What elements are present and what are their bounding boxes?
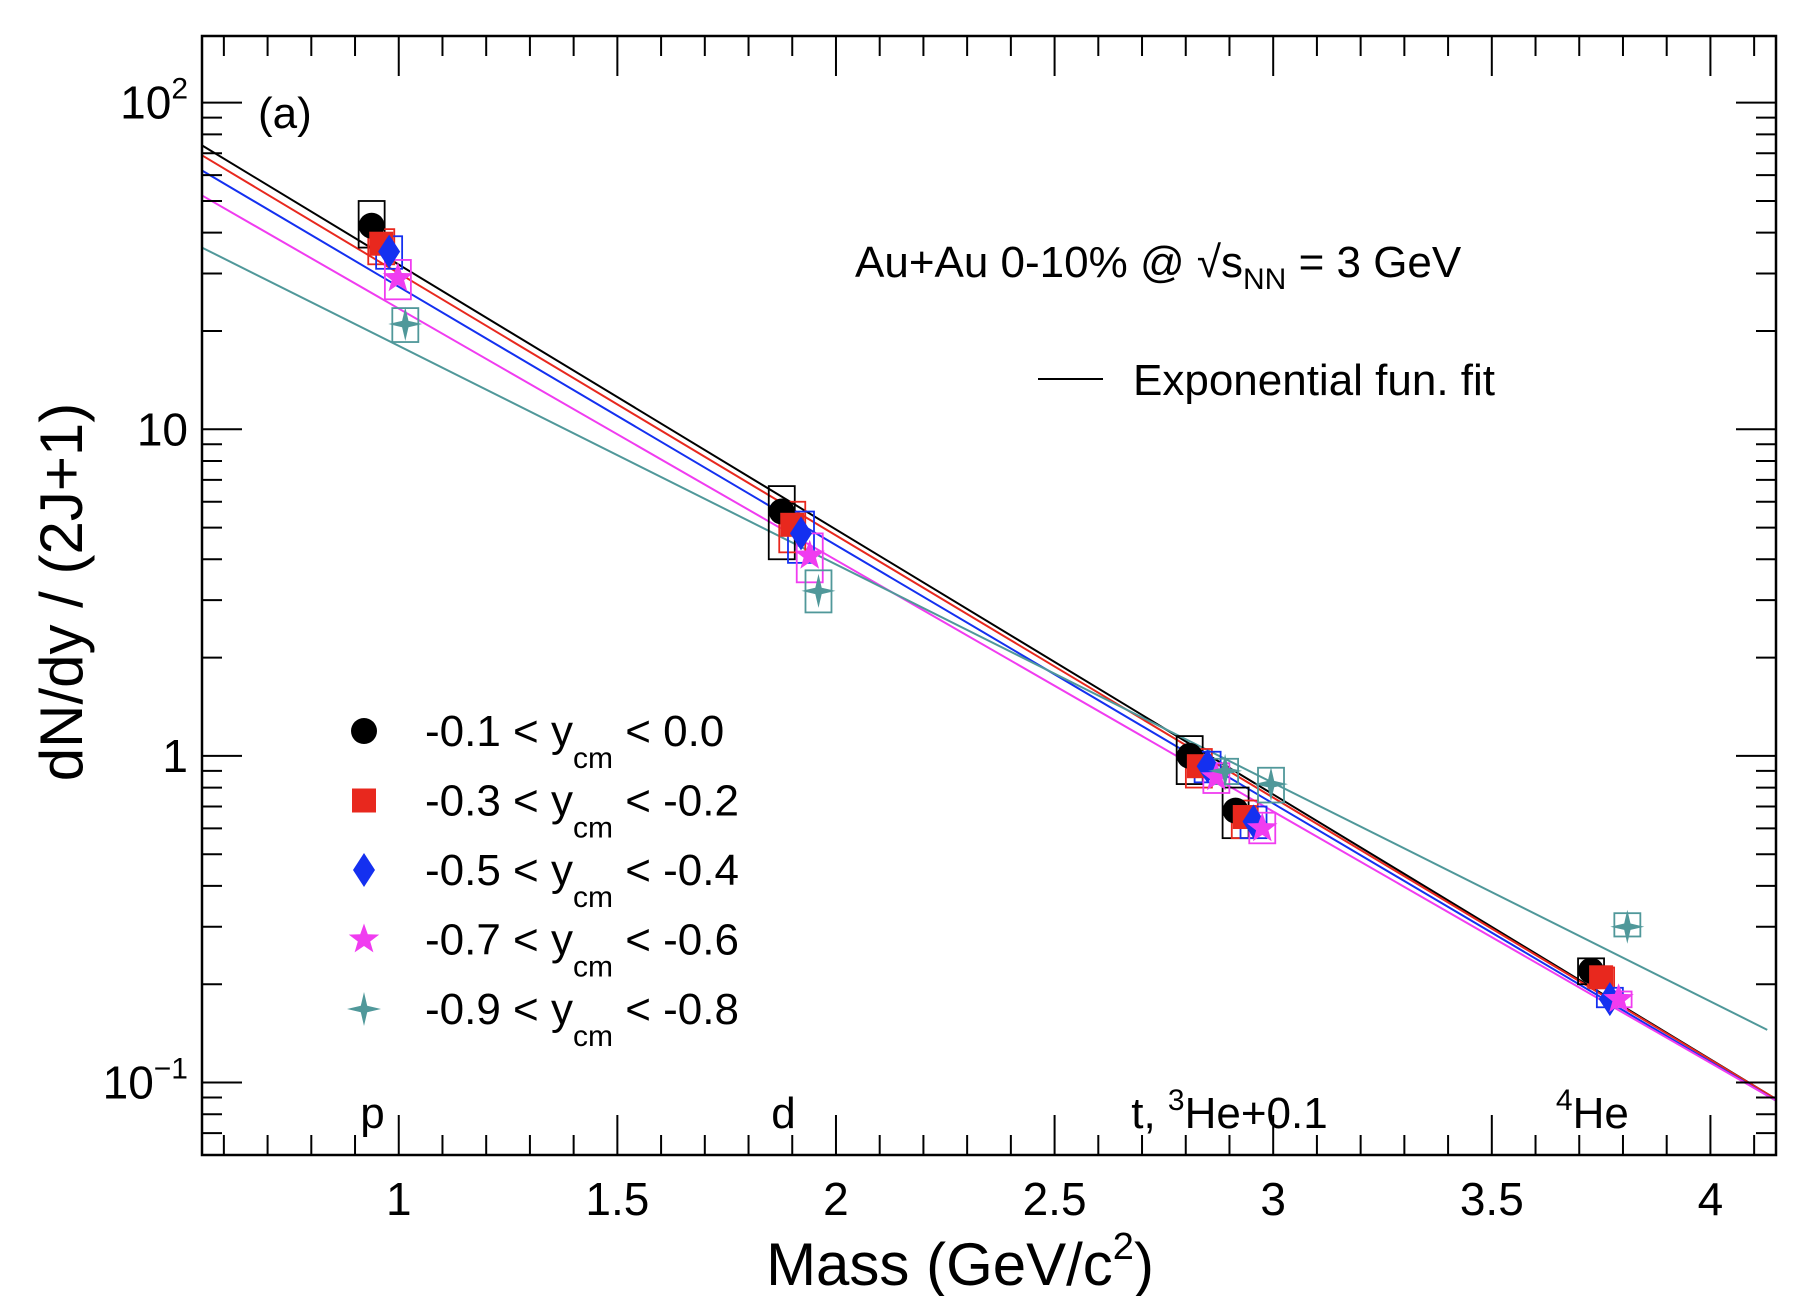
particle-label: t, 3He+0.1 [1131, 1084, 1327, 1138]
particle-label-text: t, [1131, 1089, 1168, 1138]
data-point [1208, 753, 1243, 788]
x-tick-label: 1 [386, 1173, 412, 1225]
legend-entry: -0.5 < ycm < -0.4 [425, 846, 739, 914]
panel-label: (a) [258, 89, 312, 138]
x-tick-label: 1.5 [585, 1173, 649, 1225]
x-tick-label: 3 [1260, 1173, 1286, 1225]
data-markers [358, 212, 1645, 1017]
legend-entry-sub: cm [573, 881, 613, 914]
fit-lines [201, 144, 1777, 1102]
data-point [388, 307, 423, 341]
legend-entry-sub: cm [573, 812, 613, 845]
data-point [378, 234, 401, 269]
data-point [1603, 983, 1634, 1013]
particle-label-tail: He+0.1 [1185, 1089, 1328, 1138]
particle-labels: p d t, 3He+0.1 4He [360, 1084, 1629, 1138]
legend-marker [353, 853, 375, 887]
y-tick-label-base: 10 [137, 403, 188, 455]
y-tick-label: 10−1 [103, 1053, 188, 1109]
legend-entry-right: < -0.8 [613, 985, 739, 1034]
legend-marker [351, 718, 377, 744]
y-tick-label: 102 [120, 73, 188, 129]
legend-entry-left: -0.5 < y [425, 846, 573, 895]
data-point [789, 516, 812, 551]
fit-line [201, 194, 1777, 1102]
x-axis-label: Mass (GeV/c2) [766, 1226, 1154, 1296]
legend-entry-right: < 0.0 [613, 707, 724, 756]
legend-entry: -0.9 < ycm < -0.8 [425, 985, 739, 1053]
legend-marker [352, 788, 376, 813]
annotation-s-subscript: NN [1243, 263, 1286, 296]
particle-label-sup: 3 [1168, 1084, 1185, 1117]
particle-label-tail: He [1573, 1089, 1629, 1138]
x-tick-label: 3.5 [1460, 1173, 1524, 1225]
legend-entry-left: -0.9 < y [425, 985, 573, 1034]
annotation-s: s [1221, 238, 1243, 287]
legend-entry-sub: cm [573, 1020, 613, 1053]
collision-annotation: Au+Au 0-10% @ √sNN = 3 GeV [855, 238, 1462, 296]
legend-entry-sub: cm [573, 951, 613, 984]
particle-label-text: p [360, 1089, 384, 1138]
data-point [382, 262, 414, 292]
legend-marker [348, 923, 380, 953]
legend-entry-left: -0.3 < y [425, 777, 573, 826]
y-tick-label-exponent: −1 [154, 1053, 188, 1086]
fit-line [201, 144, 1777, 1100]
legend-entry: -0.7 < ycm < -0.6 [425, 916, 739, 984]
data-point [1254, 767, 1288, 802]
y-tick-label: 10 [137, 403, 188, 455]
legend-entry-right: < -0.4 [613, 846, 739, 895]
data-point [794, 539, 825, 569]
y-tick-label-base: 10 [120, 77, 171, 129]
data-point [1201, 761, 1232, 791]
plot-frame [200, 34, 1778, 1157]
fit-line [201, 246, 1768, 1031]
legend-entry-right: < -0.2 [613, 777, 739, 826]
data-point [1247, 812, 1278, 842]
x-axis-label-main: Mass (GeV/c [766, 1231, 1113, 1296]
legend-entry: -0.3 < ycm < -0.2 [425, 777, 739, 845]
x-tick-label: 2.5 [1023, 1173, 1087, 1225]
fit-line [201, 169, 1777, 1102]
annotation-prefix: Au+Au 0-10% @ [855, 238, 1197, 287]
annotation-suffix: = 3 GeV [1286, 238, 1462, 287]
legend-entry-left: -0.1 < y [425, 707, 573, 756]
particle-label: d [771, 1089, 795, 1138]
y-tick-label-base: 10 [103, 1057, 154, 1109]
legend-marker [347, 992, 381, 1026]
legend-entry-sub: cm [573, 742, 613, 775]
particle-label: p [360, 1089, 384, 1138]
legend-entry-left: -0.7 < y [425, 916, 573, 965]
x-axis-label-tail: ) [1134, 1231, 1154, 1296]
systematic-box [383, 259, 412, 301]
y-tick-label-base: 1 [162, 730, 188, 782]
y-tick-label: 1 [162, 730, 188, 782]
y-axis-label: dN/dy / (2J+1) [28, 403, 95, 782]
axis-ticks [202, 36, 1776, 1156]
x-tick-label: 4 [1698, 1173, 1724, 1225]
fit-legend-label: Exponential fun. fit [1133, 356, 1495, 405]
particle-label-sup: 4 [1556, 1084, 1573, 1117]
systematic-box [787, 510, 815, 564]
legend-entry-right: < -0.6 [613, 916, 739, 965]
x-axis-label-sup: 2 [1113, 1226, 1134, 1268]
particle-label-text: d [771, 1089, 795, 1138]
series-legend: -0.1 < ycm < 0.0-0.3 < ycm < -0.2-0.5 < … [347, 707, 739, 1053]
particle-label: 4He [1556, 1084, 1629, 1138]
data-point [1610, 909, 1645, 944]
legend-entry: -0.1 < ycm < 0.0 [425, 707, 724, 775]
fit-line [201, 154, 1777, 1100]
x-tick-label: 2 [823, 1173, 849, 1225]
data-point [801, 573, 836, 608]
y-tick-label-exponent: 2 [171, 73, 188, 106]
sqrt-symbol: √ [1197, 238, 1222, 287]
